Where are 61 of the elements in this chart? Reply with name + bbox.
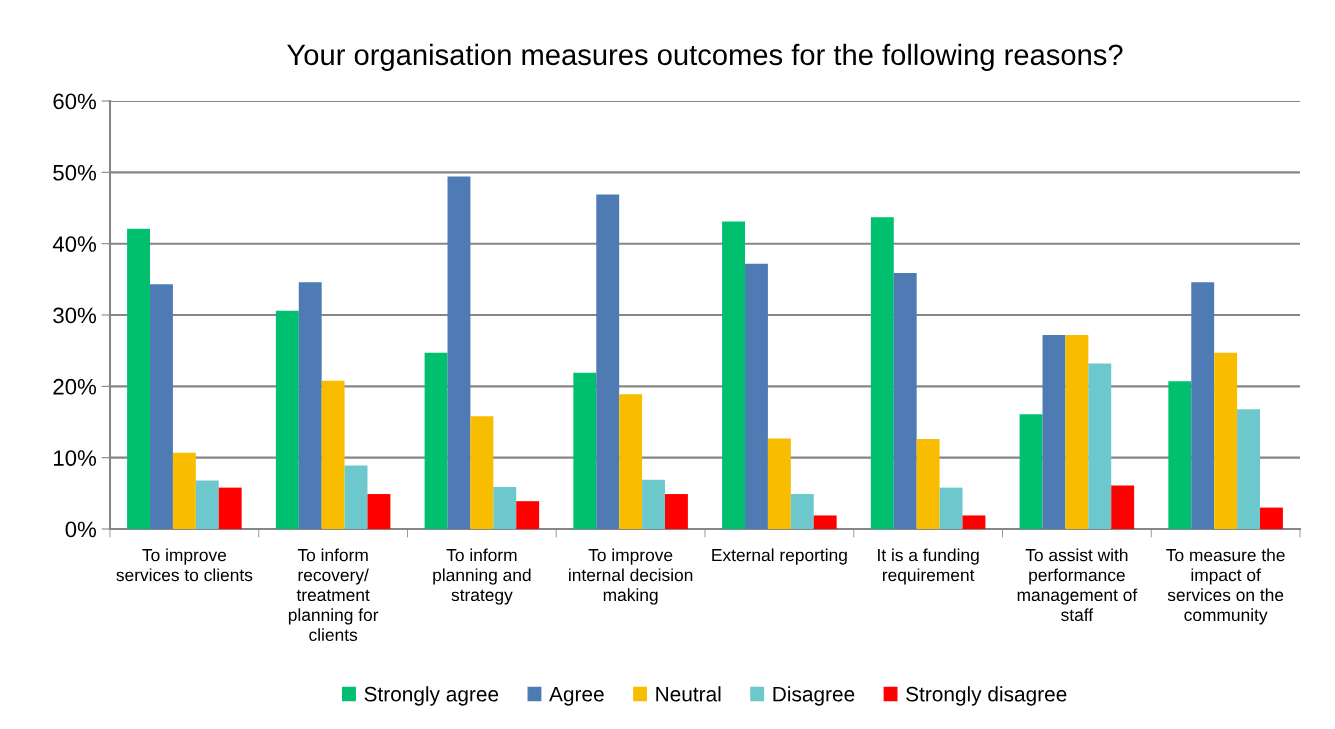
y-tick-label: 40%	[52, 236, 97, 252]
bar	[344, 465, 368, 529]
bar	[1019, 414, 1043, 529]
bar	[470, 416, 494, 529]
bar	[1111, 485, 1135, 529]
bar	[424, 352, 448, 529]
x-tick-label: External reporting	[712, 548, 847, 565]
bar	[1088, 363, 1112, 529]
bar	[790, 494, 814, 529]
x-tick-label: To improve internal decision making	[569, 548, 693, 605]
bar	[664, 494, 688, 529]
bar	[172, 452, 196, 529]
y-tick-label: 60%	[53, 93, 97, 110]
bar	[619, 394, 643, 529]
bar	[298, 282, 322, 529]
x-tick-label: It is a funding requirement	[878, 548, 979, 585]
y-tick-label: 20%	[53, 378, 97, 395]
bar	[1065, 334, 1089, 529]
legend-label: Strongly disagree	[906, 686, 1067, 706]
bar	[642, 479, 665, 529]
bar	[722, 221, 746, 529]
y-tick-label: 0%	[65, 521, 97, 538]
legend-label: Agree	[549, 686, 604, 706]
bar	[813, 515, 837, 529]
bar	[1191, 282, 1215, 529]
x-tick-label: To improve services to clients	[116, 548, 253, 582]
bar	[939, 487, 963, 529]
bar	[150, 284, 173, 529]
bar	[493, 486, 517, 529]
y-tick-label: 30%	[53, 307, 97, 324]
bar	[321, 380, 345, 529]
bar	[916, 439, 940, 529]
x-tick-label: To inform planning and strategy	[433, 548, 531, 605]
legend-label: Neutral	[656, 686, 721, 702]
bar	[447, 176, 471, 529]
bar	[195, 480, 219, 529]
bar	[893, 272, 917, 529]
bar	[962, 515, 986, 529]
bar	[275, 310, 299, 529]
bar	[596, 194, 620, 529]
bar	[1042, 334, 1066, 529]
bar	[127, 228, 151, 529]
x-tick-label: To assist with performance management of staff	[1017, 548, 1138, 622]
chart-title: Your organisation measures outcomes for the following reasons?	[287, 43, 1123, 71]
y-tick-label: 50%	[53, 164, 97, 181]
bar	[1168, 381, 1192, 529]
bar	[367, 494, 391, 529]
bar	[516, 501, 540, 529]
bar	[745, 263, 768, 529]
bar	[1237, 409, 1260, 529]
bar	[1259, 507, 1283, 529]
bar	[573, 372, 597, 529]
bar	[767, 438, 791, 529]
x-tick-label: To measure the impact of services on the community	[1166, 548, 1285, 625]
bar	[1214, 352, 1238, 529]
legend-label: Strongly agree	[364, 686, 499, 706]
legend-label: Disagree	[773, 686, 855, 706]
y-tick-label: 10%	[54, 450, 97, 466]
x-tick-label: To inform recovery/ treatment planning for clients	[288, 548, 379, 642]
bar	[218, 487, 242, 529]
bar	[870, 217, 894, 529]
